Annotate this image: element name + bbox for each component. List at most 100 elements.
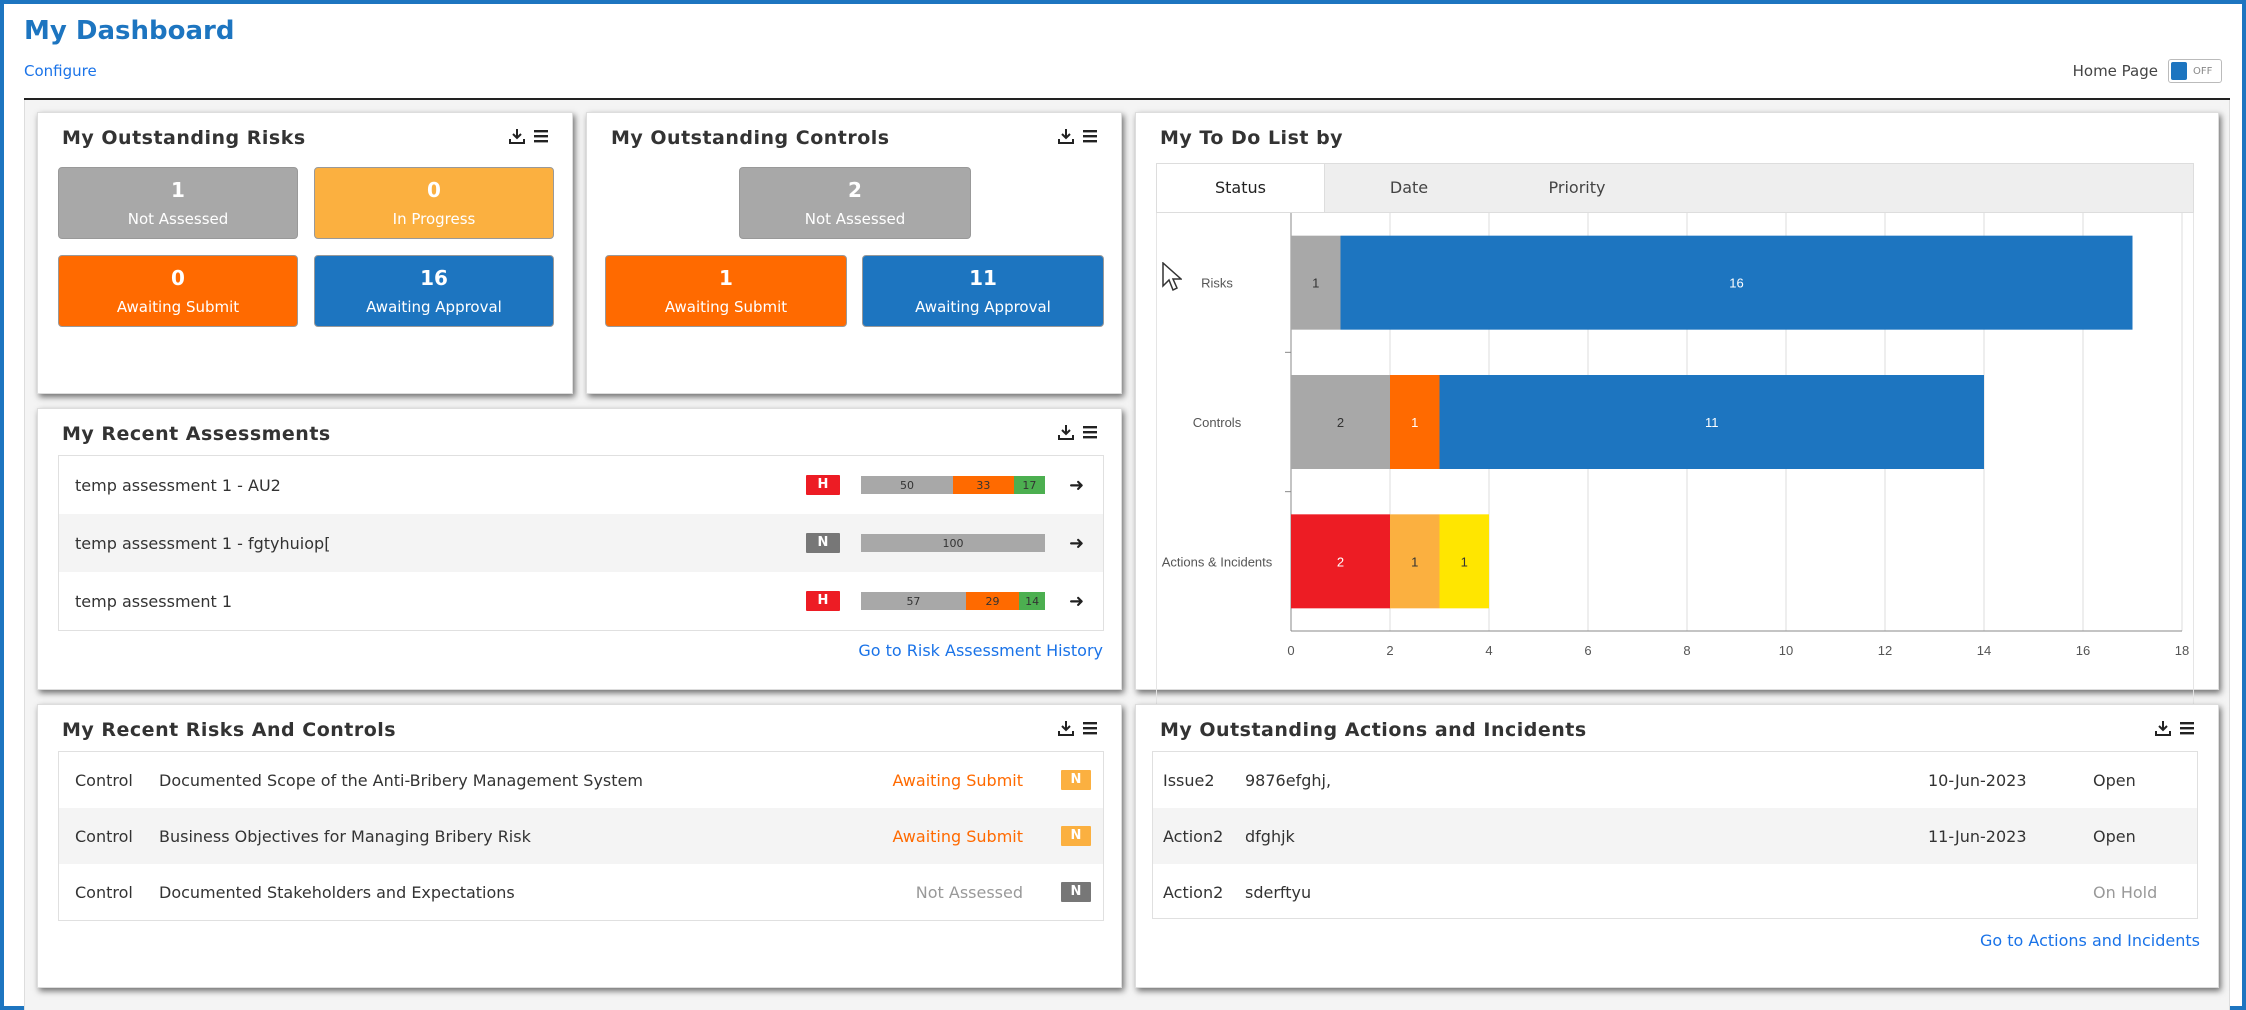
tile-count: 0 — [427, 178, 441, 202]
toggle-knob — [2171, 62, 2187, 80]
assessment-name: temp assessment 1 - fgtyhuiop[ — [75, 533, 331, 553]
recent-assessments-panel: My Recent Assessments temp assessment 1 … — [37, 408, 1122, 690]
assessment-row[interactable]: temp assessment 1 - fgtyhuiop[ N 100 ➜ — [59, 514, 1103, 572]
tab-priority[interactable]: Priority — [1548, 178, 1606, 197]
action-name: dfghjk — [1245, 826, 1295, 846]
action-status: Open — [2093, 770, 2136, 790]
action-name: 9876efghj, — [1245, 770, 1332, 790]
bar-segment — [1291, 514, 1390, 609]
download-icon[interactable] — [2154, 719, 2172, 737]
open-arrow-icon[interactable]: ➜ — [1069, 590, 1085, 612]
action-row[interactable]: Issue2 9876efghj, 10-Jun-2023 Open — [1153, 752, 2197, 808]
panel-title: My Recent Assessments — [62, 423, 331, 445]
action-row[interactable]: Action2 dfghjk 11-Jun-2023 Open — [1153, 808, 2197, 864]
x-tick-label: 12 — [1878, 643, 1892, 658]
action-type: Issue2 — [1163, 770, 1215, 790]
item-type: Control — [75, 826, 133, 846]
assessment-row[interactable]: temp assessment 1 H 57 29 14 ➜ — [59, 572, 1103, 630]
assessment-row[interactable]: temp assessment 1 - AU2 H 50 33 17 ➜ — [59, 456, 1103, 514]
x-tick-label: 16 — [2076, 643, 2090, 658]
risk-assessment-history-link[interactable]: Go to Risk Assessment History — [858, 641, 1103, 660]
item-badge: N — [1061, 826, 1091, 846]
todo-tabs: Status Date Priority — [1156, 163, 2194, 213]
action-date: 10-Jun-2023 — [1928, 770, 2027, 790]
todo-list-panel: My To Do List by Status Date Priority 0 2… — [1135, 112, 2219, 793]
menu-icon[interactable] — [1081, 719, 1099, 737]
actions-incidents-link[interactable]: Go to Actions and Incidents — [1980, 931, 2200, 950]
result-segment: 14 — [1019, 592, 1045, 610]
download-icon[interactable] — [1057, 719, 1075, 737]
risk-awaiting-approval-tile[interactable]: 16 Awaiting Approval — [314, 255, 554, 327]
download-icon[interactable] — [1057, 423, 1075, 441]
bar-segment — [1390, 514, 1440, 609]
download-icon[interactable] — [508, 127, 526, 145]
item-type: Control — [75, 882, 133, 902]
page-title: My Dashboard — [24, 16, 235, 46]
bar-data-label: 16 — [1729, 276, 1743, 291]
open-arrow-icon[interactable]: ➜ — [1069, 532, 1085, 554]
x-tick-label: 8 — [1683, 643, 1690, 658]
widget-area: My Outstanding Risks 1 Not Assessed 0 In… — [24, 100, 2230, 1010]
action-status: On Hold — [2093, 882, 2158, 902]
risk-in-progress-tile[interactable]: 0 In Progress — [314, 167, 554, 239]
open-arrow-icon[interactable]: ➜ — [1069, 474, 1085, 496]
configure-link[interactable]: Configure — [24, 62, 97, 80]
menu-icon[interactable] — [1081, 127, 1099, 145]
mouse-cursor-icon — [1162, 261, 1183, 296]
item-name: Business Objectives for Managing Bribery… — [159, 826, 531, 846]
item-status: Not Assessed — [915, 882, 1023, 902]
result-bar: 100 — [861, 534, 1045, 552]
bar-segment — [1291, 235, 1341, 330]
bar-data-label: 1 — [1312, 276, 1319, 291]
assessment-name: temp assessment 1 — [75, 591, 233, 611]
x-tick-label: 14 — [1977, 643, 1991, 658]
control-awaiting-approval-tile[interactable]: 11 Awaiting Approval — [862, 255, 1104, 327]
bar-data-label: 1 — [1461, 554, 1468, 569]
risk-level-badge: N — [806, 533, 840, 553]
recent-risks-controls-panel: My Recent Risks And Controls Control Doc… — [37, 704, 1122, 988]
risk-control-row[interactable]: Control Business Objectives for Managing… — [59, 808, 1103, 864]
tile-label: Awaiting Submit — [116, 298, 240, 316]
risk-level-badge: H — [806, 475, 840, 495]
tile-label: Awaiting Approval — [915, 298, 1051, 316]
panel-title: My Outstanding Actions and Incidents — [1160, 719, 1587, 741]
result-segment: 50 — [861, 476, 953, 494]
action-type: Action2 — [1163, 826, 1224, 846]
bar-data-label: 1 — [1411, 415, 1418, 430]
bar-data-label: 2 — [1337, 554, 1344, 569]
menu-icon[interactable] — [532, 127, 550, 145]
tab-date[interactable]: Date — [1389, 178, 1429, 197]
tile-label: In Progress — [392, 210, 476, 228]
control-awaiting-submit-tile[interactable]: 1 Awaiting Submit — [605, 255, 847, 327]
panel-title: My Recent Risks And Controls — [62, 719, 397, 741]
action-type: Action2 — [1163, 882, 1224, 902]
result-segment: 29 — [965, 592, 1020, 610]
tile-count: 1 — [719, 266, 733, 290]
risk-not-assessed-tile[interactable]: 1 Not Assessed — [58, 167, 298, 239]
outstanding-risks-panel: My Outstanding Risks 1 Not Assessed 0 In… — [37, 112, 573, 394]
bar-segment — [1390, 375, 1440, 469]
tile-count: 1 — [171, 178, 185, 202]
y-category-label: Actions & Incidents — [1162, 554, 1273, 569]
item-status: Awaiting Submit — [892, 826, 1024, 846]
risk-control-row[interactable]: Control Documented Stakeholders and Expe… — [59, 864, 1103, 920]
tab-status[interactable]: Status — [1157, 164, 1325, 212]
risk-control-row[interactable]: Control Documented Scope of the Anti-Bri… — [59, 752, 1103, 808]
home-page-toggle[interactable]: OFF — [2168, 59, 2222, 83]
control-not-assessed-tile[interactable]: 2 Not Assessed — [739, 167, 971, 239]
item-type: Control — [75, 770, 133, 790]
menu-icon[interactable] — [2178, 719, 2196, 737]
risk-level-badge: H — [806, 591, 840, 611]
download-icon[interactable] — [1057, 127, 1075, 145]
tile-label: Awaiting Approval — [366, 298, 502, 316]
bar-data-label: 1 — [1411, 554, 1418, 569]
action-date: 11-Jun-2023 — [1928, 826, 2027, 846]
result-bar: 57 29 14 — [861, 592, 1045, 610]
todo-chart-area: 0 2 4 6 8 10 12 14 16 18 Risks 1 16 Controls 2 1 11 Actio… — [1156, 213, 2194, 793]
menu-icon[interactable] — [1081, 423, 1099, 441]
bar-segment — [1439, 514, 1489, 609]
risk-awaiting-submit-tile[interactable]: 0 Awaiting Submit — [58, 255, 298, 327]
action-row[interactable]: Action2 sderftyu On Hold — [1153, 864, 2197, 920]
item-badge: N — [1061, 882, 1091, 902]
x-tick-label: 4 — [1485, 643, 1492, 658]
